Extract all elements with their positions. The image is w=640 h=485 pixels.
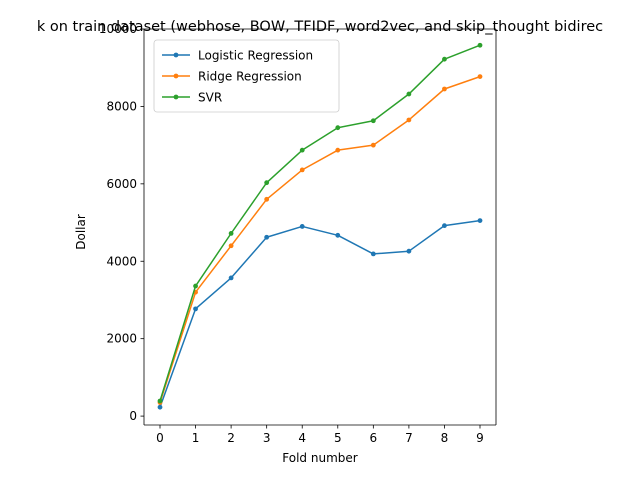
x-tick-label-3: 3 — [263, 431, 271, 445]
series-1-point-7 — [406, 117, 412, 123]
legend-label-2: SVR — [198, 91, 222, 105]
series-0-point-5 — [335, 232, 341, 238]
legend-marker-0 — [173, 52, 179, 58]
y-tick-label-1: 2000 — [106, 332, 137, 346]
series-2-point-0 — [157, 398, 163, 404]
x-tick-label-9: 9 — [476, 431, 484, 445]
legend-marker-1 — [173, 73, 179, 79]
series-2-point-9 — [477, 42, 483, 48]
series-0-point-2 — [228, 275, 234, 281]
y-tick-label-0: 0 — [129, 409, 137, 423]
series-0-point-9 — [477, 218, 483, 224]
x-tick-label-7: 7 — [405, 431, 413, 445]
series-line-2 — [159, 44, 481, 402]
y-tick-label-2: 4000 — [106, 254, 137, 268]
series-1-point-6 — [370, 142, 376, 148]
x-tick-label-4: 4 — [298, 431, 306, 445]
series-0-point-3 — [264, 234, 270, 240]
series-0-point-1 — [193, 306, 198, 312]
series-0-point-7 — [406, 248, 412, 254]
x-tick-label-2: 2 — [227, 431, 235, 445]
series-2-point-5 — [335, 125, 341, 131]
legend-box — [153, 39, 340, 113]
x-axis-title: Fold number — [282, 451, 357, 465]
series-1-point-3 — [264, 196, 270, 202]
series-1-point-8 — [442, 86, 447, 92]
series-2-point-6 — [370, 118, 376, 124]
series-2-point-1 — [193, 283, 198, 289]
legend: Logistic Regression Ridge Regression SVR — [153, 39, 340, 113]
series-0-point-6 — [370, 251, 376, 257]
series-2-point-4 — [299, 147, 305, 153]
y-axis-title: Dollar — [74, 214, 88, 250]
legend-label-1: Ridge Regression — [198, 70, 302, 84]
series-0-point-4 — [299, 224, 305, 229]
series-2-point-3 — [264, 180, 270, 186]
series-1-point-9 — [477, 74, 483, 80]
x-tick-label-0: 0 — [156, 431, 164, 445]
x-tick-label-8: 8 — [441, 431, 449, 445]
x-tick-label-5: 5 — [334, 431, 342, 445]
series-1-point-5 — [335, 147, 341, 153]
x-tick-label-1: 1 — [192, 431, 200, 445]
chart-title: k on train dataset (webhose, BOW, TFIDF,… — [37, 19, 603, 35]
series-line-1 — [159, 75, 481, 404]
legend-label-0: Logistic Regression — [198, 49, 313, 63]
series-2-point-8 — [442, 56, 447, 62]
x-tick-label-6: 6 — [370, 431, 378, 445]
series-line-0 — [159, 219, 481, 409]
y-tick-label-3: 6000 — [106, 177, 137, 191]
series-2-point-2 — [228, 230, 234, 236]
series-2-point-7 — [406, 91, 412, 97]
legend-marker-2 — [173, 94, 179, 100]
plot-area: 0 1 2 3 4 5 6 7 8 9 0 2000 4000 6000 8000 10000 — [99, 22, 497, 445]
series-1-point-2 — [228, 243, 234, 249]
series-0-point-0 — [157, 404, 163, 410]
y-tick-label-5: 10000 — [99, 22, 137, 36]
y-tick-label-4: 8000 — [106, 99, 137, 113]
series-0-point-8 — [442, 223, 447, 229]
series-1-point-4 — [299, 167, 305, 173]
